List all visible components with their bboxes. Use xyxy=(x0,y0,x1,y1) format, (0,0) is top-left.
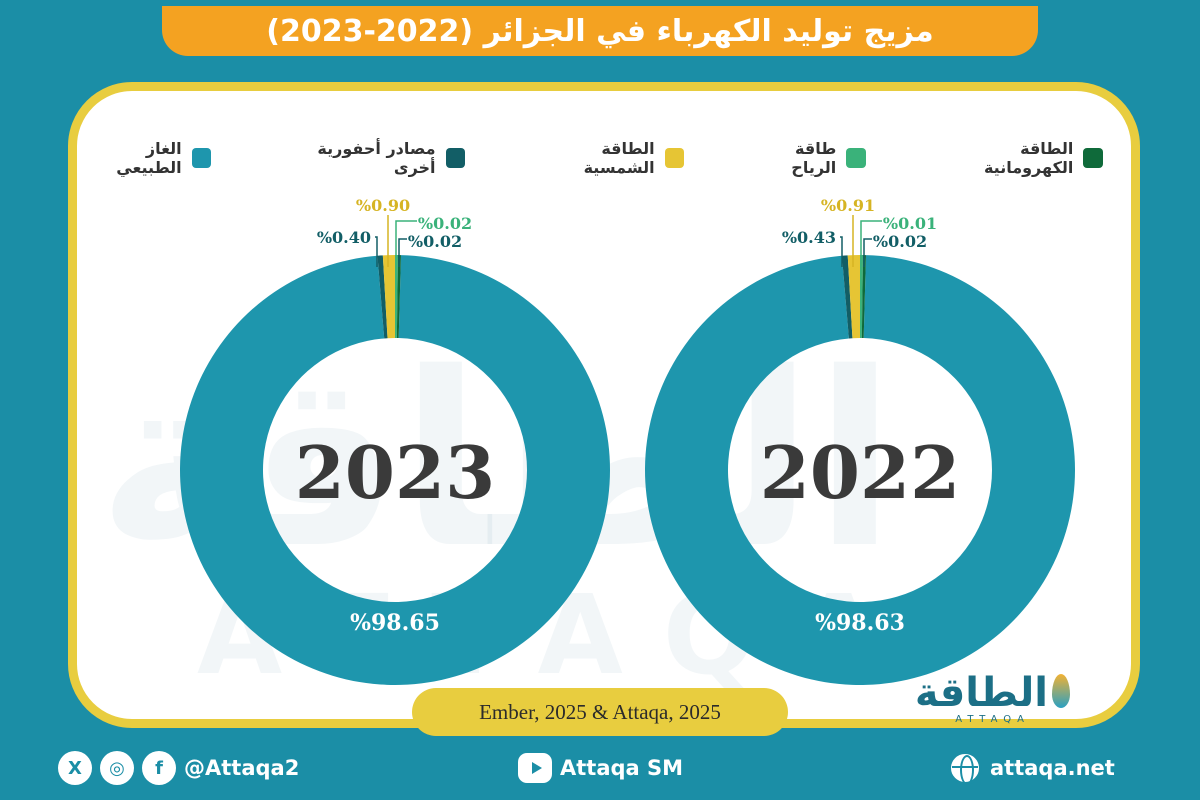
attaqa-logo: الطاقة ATTAQA xyxy=(890,668,1070,728)
data-label-wind: %0.02 xyxy=(418,214,472,233)
legend-item-solar: الطاقة الشمسية xyxy=(527,139,685,177)
leader-line-hydro xyxy=(863,238,872,267)
chart-title: مزيج توليد الكهرباء في الجزائر (2022-202… xyxy=(162,6,1038,56)
legend-label: طاقة الرياح xyxy=(791,139,837,177)
donut-slice-2023-wind xyxy=(395,255,399,339)
youtube-channel[interactable]: Attaqa SM xyxy=(560,756,684,780)
legend-label: الطاقة الكهرومانية xyxy=(983,139,1074,177)
data-label-other-fossil: %0.40 xyxy=(317,228,371,247)
data-label-wind: %0.01 xyxy=(883,214,937,233)
donut-slice-2023-solar xyxy=(382,255,395,339)
leader-line-other-fossil xyxy=(375,236,378,267)
data-label-solar: %0.91 xyxy=(821,196,875,215)
legend-item-natural-gas: الغاز الطبيعي xyxy=(77,139,212,177)
legend: الغاز الطبيعي مصادر أحفورية أخرى الطاقة … xyxy=(77,139,1103,177)
logo-arabic: الطاقة xyxy=(914,670,1048,716)
data-label-natural-gas: %98.63 xyxy=(815,610,905,636)
footer-social: X ◎ f @Attaqa2 xyxy=(58,744,299,792)
website-link[interactable]: attaqa.net xyxy=(990,756,1115,780)
data-label-hydro: %0.02 xyxy=(873,232,927,251)
legend-item-wind: طاقة الرياح xyxy=(746,139,866,177)
drop-icon xyxy=(1052,674,1070,708)
leader-line-wind xyxy=(860,220,882,267)
legend-label: الغاز الطبيعي xyxy=(116,139,182,177)
leader-line-wind xyxy=(395,220,417,267)
footer-youtube: Attaqa SM xyxy=(518,744,683,792)
source-label: Ember, 2025 & Attaqa, 2025 xyxy=(412,688,788,736)
globe-icon[interactable] xyxy=(948,751,982,785)
donut-slice-2022-solar xyxy=(847,255,860,339)
footer-website: attaqa.net xyxy=(948,744,1115,792)
legend-item-hydro: الطاقة الكهرومانية xyxy=(928,139,1103,177)
legend-item-other-fossil: مصادر أحفورية أخرى xyxy=(273,139,466,177)
data-label-other-fossil: %0.43 xyxy=(782,228,836,247)
facebook-icon[interactable]: f xyxy=(142,751,176,785)
legend-swatch xyxy=(846,148,866,168)
data-label-solar: %0.90 xyxy=(356,196,410,215)
instagram-icon[interactable]: ◎ xyxy=(100,751,134,785)
donut-center-label: 2022 xyxy=(760,430,960,515)
leader-line-other-fossil xyxy=(840,236,843,267)
donut-center-label: 2023 xyxy=(295,430,495,515)
x-icon[interactable]: X xyxy=(58,751,92,785)
legend-swatch xyxy=(1083,148,1103,168)
donut-slice-2023-other-fossil xyxy=(377,255,388,339)
legend-label: مصادر أحفورية أخرى xyxy=(317,139,436,177)
donut-slice-2022-other-fossil xyxy=(841,255,853,339)
youtube-icon[interactable] xyxy=(518,753,552,783)
data-label-natural-gas: %98.65 xyxy=(350,610,440,636)
legend-label: الطاقة الشمسية xyxy=(583,139,655,177)
donut-slice-2023-natural-gas xyxy=(180,255,611,686)
data-label-hydro: %0.02 xyxy=(408,232,462,251)
donut-slice-2023-hydro xyxy=(396,255,402,339)
legend-swatch xyxy=(664,148,685,168)
logo-english: ATTAQA xyxy=(955,714,1030,725)
donut-slice-2022-hydro xyxy=(861,255,867,339)
social-handle[interactable]: @Attaqa2 xyxy=(184,756,300,780)
leader-line-hydro xyxy=(398,238,407,267)
donut-slice-2022-wind xyxy=(860,255,864,339)
legend-swatch xyxy=(445,148,466,168)
donut-slice-2022-natural-gas xyxy=(644,255,1075,686)
legend-swatch xyxy=(191,148,212,168)
play-icon xyxy=(531,762,542,774)
